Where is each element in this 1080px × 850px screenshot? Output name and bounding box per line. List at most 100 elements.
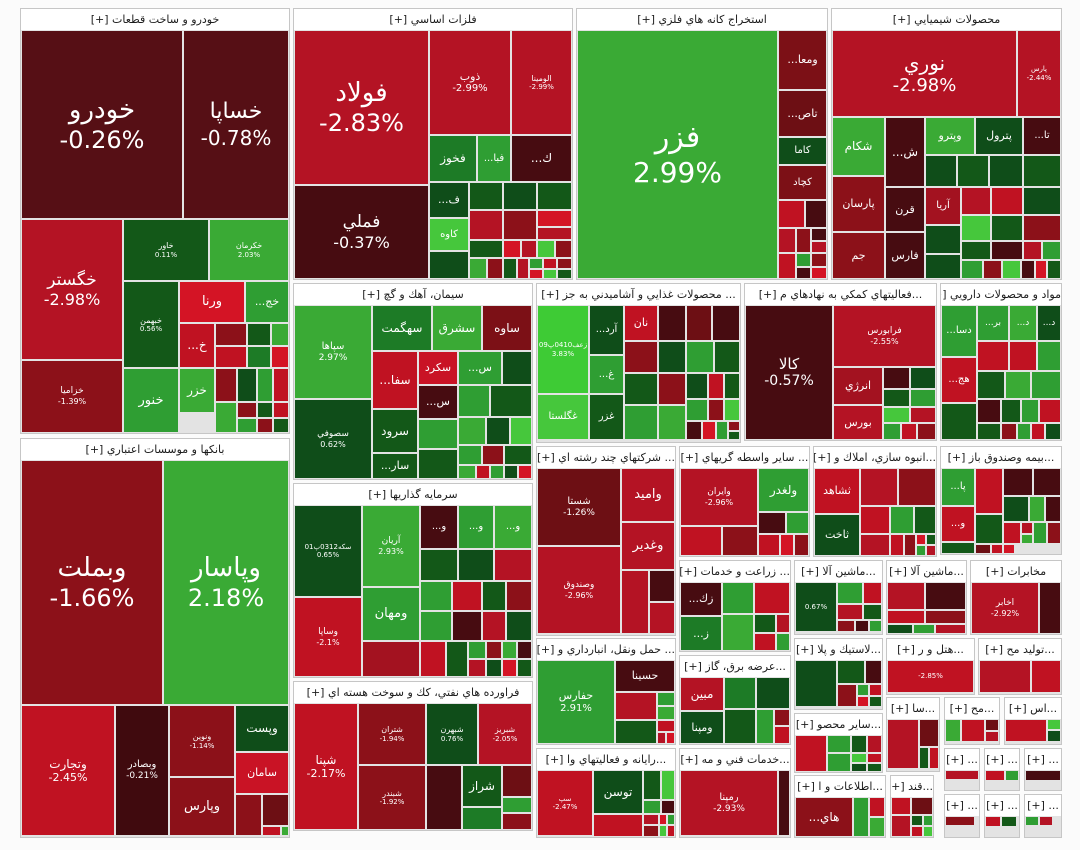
stock-tile[interactable]: كچاد xyxy=(779,166,826,199)
stock-tile-small[interactable] xyxy=(892,798,910,814)
stock-tile-small[interactable] xyxy=(962,188,990,214)
stock-tile[interactable]: سار... xyxy=(373,454,417,478)
stock-tile-small[interactable] xyxy=(483,582,505,610)
stock-tile[interactable]: ز... xyxy=(681,617,721,650)
stock-tile-small[interactable] xyxy=(858,685,868,695)
stock-tile-small[interactable] xyxy=(1004,497,1028,521)
stock-tile-small[interactable] xyxy=(858,697,868,706)
stock-tile-small[interactable] xyxy=(644,826,658,836)
stock-tile[interactable]: سهگمت xyxy=(373,306,431,350)
stock-tile-small[interactable] xyxy=(504,211,536,239)
stock-tile-small[interactable] xyxy=(1022,261,1034,278)
stock-tile-small[interactable] xyxy=(861,507,889,533)
stock-tile[interactable]: الومینا -2.99% xyxy=(512,31,571,134)
stock-tile-small[interactable] xyxy=(757,678,789,708)
stock-tile-small[interactable] xyxy=(687,342,713,372)
sector-title[interactable]: ...سا [+] xyxy=(887,698,939,719)
stock-tile-small[interactable] xyxy=(487,418,509,444)
stock-tile[interactable]: د... xyxy=(1038,306,1060,340)
stock-tile[interactable]: شپنا -2.17% xyxy=(295,704,357,829)
stock-tile-small[interactable] xyxy=(503,766,531,796)
stock-tile-small[interactable] xyxy=(946,720,960,741)
stock-tile-small[interactable] xyxy=(216,324,246,345)
stock-tile[interactable]: دسا... xyxy=(942,306,976,356)
stock-tile-small[interactable] xyxy=(888,583,924,609)
stock-tile-small[interactable] xyxy=(868,764,881,771)
stock-tile-small[interactable] xyxy=(556,241,571,257)
stock-tile-small[interactable] xyxy=(797,254,810,266)
stock-tile-small[interactable] xyxy=(258,369,272,401)
stock-tile-small[interactable] xyxy=(723,527,757,555)
stock-tile-small[interactable] xyxy=(622,571,648,633)
stock-tile[interactable]: رمپنا -2.93% xyxy=(681,771,777,835)
stock-tile[interactable]: فخوز xyxy=(430,136,476,181)
stock-tile[interactable]: خ... xyxy=(180,324,214,367)
stock-tile[interactable]: سكه0312پ01 0.65% xyxy=(295,506,361,596)
stock-tile-small[interactable] xyxy=(888,611,924,623)
stock-tile-small[interactable] xyxy=(1018,424,1030,439)
stock-tile-small[interactable] xyxy=(274,369,288,401)
stock-tile[interactable]: وساپا -2.1% xyxy=(295,598,361,676)
stock-tile-small[interactable] xyxy=(861,469,897,505)
sector-title[interactable]: ...قند [+] xyxy=(891,776,933,797)
stock-tile-small[interactable] xyxy=(459,418,485,444)
sector-title[interactable]: فلزات اساسي [+] xyxy=(294,9,572,30)
stock-tile-small[interactable] xyxy=(870,685,881,695)
stock-tile-small[interactable] xyxy=(795,535,808,555)
stock-tile-small[interactable] xyxy=(477,466,489,478)
stock-tile-small[interactable] xyxy=(658,721,674,731)
sector-title[interactable]: ...تولید مح [+] xyxy=(979,639,1061,660)
stock-tile-small[interactable] xyxy=(1004,469,1032,495)
stock-tile-small[interactable] xyxy=(779,254,795,278)
stock-tile-small[interactable] xyxy=(662,801,674,813)
stock-tile-small[interactable] xyxy=(216,403,236,432)
stock-tile-small[interactable] xyxy=(870,798,884,816)
stock-tile-small[interactable] xyxy=(236,795,261,835)
stock-tile-small[interactable] xyxy=(558,270,571,278)
stock-tile-small[interactable] xyxy=(530,270,542,278)
stock-tile-small[interactable] xyxy=(238,419,256,432)
stock-tile-small[interactable] xyxy=(936,625,965,633)
stock-tile-small[interactable] xyxy=(1022,400,1038,422)
stock-tile-small[interactable] xyxy=(272,324,288,345)
stock-tile-small[interactable] xyxy=(976,469,1002,513)
stock-tile-small[interactable] xyxy=(725,374,739,398)
stock-tile-small[interactable] xyxy=(363,642,419,676)
stock-tile-small[interactable] xyxy=(504,241,520,257)
stock-tile-small[interactable] xyxy=(625,406,657,439)
stock-tile[interactable]: وپست xyxy=(236,706,288,751)
stock-tile[interactable]: وپاسار 2.18% xyxy=(164,461,288,704)
stock-tile-small[interactable] xyxy=(538,211,571,226)
stock-tile-small[interactable] xyxy=(687,374,707,398)
stock-tile-small[interactable] xyxy=(942,543,974,553)
stock-tile-small[interactable] xyxy=(1006,771,1018,780)
stock-tile-small[interactable] xyxy=(1040,583,1060,633)
stock-tile-small[interactable] xyxy=(911,408,935,422)
stock-tile[interactable]: سصوفي 0.62% xyxy=(295,400,371,478)
stock-tile-small[interactable] xyxy=(1022,523,1032,533)
stock-tile-small[interactable] xyxy=(920,720,938,746)
stock-tile-small[interactable] xyxy=(978,400,1000,422)
sector-title[interactable]: ...هتل و ر [+] xyxy=(887,639,974,660)
stock-tile-small[interactable] xyxy=(759,513,785,533)
stock-tile-small[interactable] xyxy=(927,535,935,544)
stock-tile-small[interactable] xyxy=(1024,242,1041,259)
stock-tile-small[interactable] xyxy=(946,771,978,779)
stock-tile-small[interactable] xyxy=(447,642,467,676)
stock-tile[interactable]: س... xyxy=(459,352,501,384)
stock-tile-small[interactable] xyxy=(888,720,918,768)
stock-tile-small[interactable] xyxy=(1030,497,1044,521)
stock-tile[interactable]: فولاد -2.83% xyxy=(295,31,428,184)
stock-tile-small[interactable] xyxy=(1043,242,1060,259)
sector-title[interactable]: مواد و محصولات دارویي [+] xyxy=(941,284,1061,305)
stock-tile-small[interactable] xyxy=(507,612,531,640)
stock-tile[interactable]: سپ -2.47% xyxy=(538,771,592,835)
stock-tile[interactable]: كاما xyxy=(779,138,826,164)
stock-tile-small[interactable] xyxy=(658,707,674,719)
stock-tile-small[interactable] xyxy=(868,754,881,762)
stock-tile-small[interactable] xyxy=(263,827,280,835)
stock-tile-small[interactable] xyxy=(723,615,753,650)
stock-tile-small[interactable] xyxy=(503,660,516,676)
stock-tile[interactable]: انرژي xyxy=(834,368,882,404)
sector-title[interactable]: ... محصولات غذایي و آشامیدني به جز [+] xyxy=(537,284,740,305)
